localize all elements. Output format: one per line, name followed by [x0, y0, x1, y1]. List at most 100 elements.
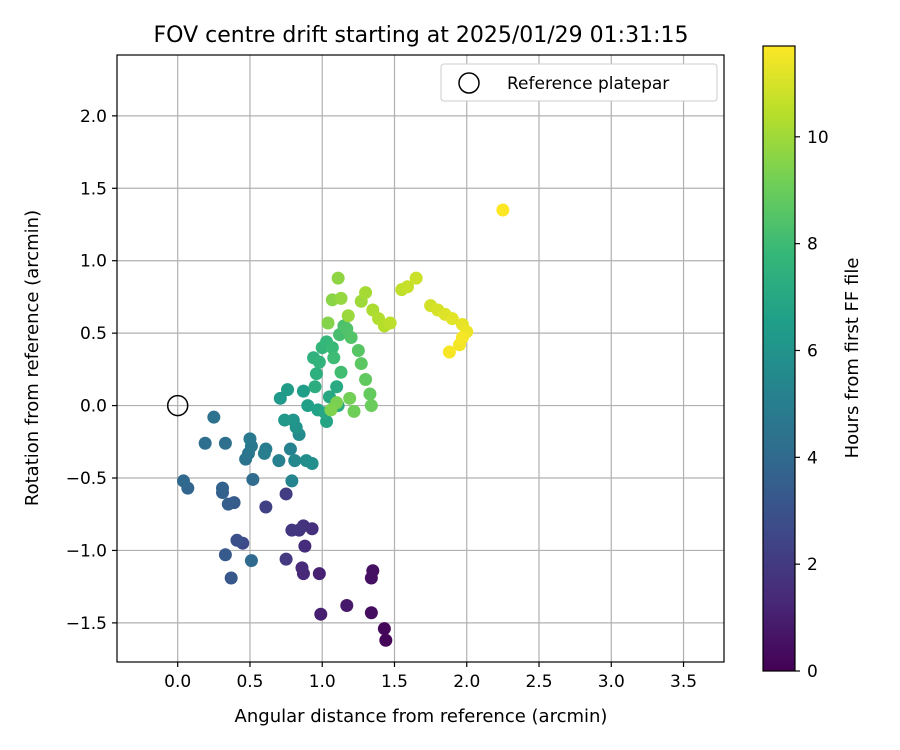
- y-tick-label: 0.5: [80, 324, 107, 344]
- colorbar-tick-label: 0: [807, 662, 818, 682]
- data-point: [257, 446, 271, 460]
- y-tick-label: −1.0: [66, 541, 107, 561]
- x-tick-label: 2.0: [453, 672, 480, 692]
- x-axis-ticks: 0.0 0.5 1.0 1.5 2.0 2.5 3.0 3.5: [164, 662, 697, 692]
- data-points: [176, 203, 510, 647]
- data-point: [198, 436, 212, 450]
- data-point: [364, 399, 378, 413]
- plot-area: [117, 55, 724, 662]
- data-point: [354, 357, 368, 371]
- data-point: [309, 367, 323, 381]
- colorbar-tick-label: 6: [807, 341, 818, 361]
- data-point: [324, 403, 338, 417]
- data-point: [243, 432, 257, 446]
- data-point: [273, 391, 287, 405]
- colorbar-fill: [762, 45, 796, 672]
- data-point: [363, 387, 377, 401]
- data-point: [340, 599, 354, 613]
- colorbar-ticks: 0 2 4 6 8 10: [795, 128, 829, 682]
- data-point: [279, 487, 293, 501]
- data-point: [400, 280, 414, 294]
- y-tick-label: 0.0: [80, 397, 107, 417]
- y-axis-ticks: −1.5 −1.0 −0.5 0.0 0.5 1.0 1.5 2.0: [66, 107, 117, 634]
- x-tick-label: 3.5: [670, 672, 697, 692]
- data-point: [325, 341, 339, 355]
- x-tick-label: 0.5: [236, 672, 263, 692]
- data-point: [445, 312, 459, 326]
- data-point: [218, 548, 232, 562]
- data-point: [176, 474, 190, 488]
- y-tick-label: 2.0: [80, 107, 107, 127]
- data-point: [331, 271, 345, 285]
- data-point: [359, 286, 373, 300]
- data-point: [308, 380, 322, 394]
- data-point: [285, 474, 299, 488]
- x-tick-label: 3.0: [598, 672, 625, 692]
- y-tick-label: −1.5: [66, 614, 107, 634]
- legend-marker-hollow-circle: [458, 72, 480, 94]
- data-point: [364, 571, 378, 585]
- data-point: [344, 330, 358, 344]
- data-point: [334, 291, 348, 305]
- legend-box: [440, 63, 718, 102]
- data-point: [296, 384, 310, 398]
- data-point: [216, 481, 230, 495]
- x-tick-label: 1.5: [381, 672, 408, 692]
- data-point: [207, 410, 221, 424]
- plot-frame: [116, 54, 725, 663]
- data-point: [279, 552, 293, 566]
- y-tick-label: 1.0: [80, 252, 107, 272]
- data-point: [330, 380, 344, 394]
- data-point: [377, 622, 391, 636]
- x-tick-label: 2.5: [525, 672, 552, 692]
- data-point: [351, 344, 365, 358]
- data-point: [409, 271, 423, 285]
- data-point: [224, 571, 238, 585]
- data-point: [221, 497, 235, 511]
- reference-point: [166, 394, 189, 417]
- y-tick-label: 1.5: [80, 179, 107, 199]
- data-point: [312, 567, 326, 581]
- legend-label: Reference platepar: [507, 74, 669, 94]
- data-point: [259, 500, 273, 514]
- data-point: [272, 454, 286, 468]
- colorbar-tick-label: 10: [807, 128, 829, 148]
- colorbar: 0 2 4 6 8 10 Hours from first FF file: [762, 45, 863, 682]
- grid-lines: [117, 55, 724, 662]
- legend: Reference platepar: [440, 63, 718, 102]
- data-point: [288, 454, 302, 468]
- colorbar-tick-label: 8: [807, 235, 818, 255]
- data-point: [321, 316, 335, 330]
- data-point: [379, 633, 393, 647]
- colorbar-tick-label: 2: [807, 555, 818, 575]
- data-point: [246, 472, 260, 486]
- chart-title: FOV centre drift starting at 2025/01/29 …: [154, 23, 689, 48]
- data-point: [281, 383, 295, 397]
- data-point: [298, 539, 312, 553]
- x-tick-label: 1.0: [309, 672, 336, 692]
- data-point: [496, 203, 510, 217]
- data-point: [244, 554, 258, 568]
- data-point: [359, 373, 373, 387]
- data-point: [218, 436, 232, 450]
- x-tick-label: 0.0: [164, 672, 191, 692]
- data-point: [305, 457, 319, 471]
- data-point: [301, 399, 315, 413]
- y-tick-label: −0.5: [66, 469, 107, 489]
- data-point: [364, 606, 378, 620]
- data-point: [343, 391, 357, 405]
- data-point: [347, 404, 361, 418]
- data-point: [455, 330, 469, 344]
- data-point: [285, 523, 299, 537]
- reference-platepar-marker: [166, 394, 189, 417]
- y-axis-label: Rotation from reference (arcmin): [22, 210, 43, 506]
- data-point: [314, 607, 328, 621]
- data-point: [295, 561, 309, 575]
- data-point: [278, 413, 292, 427]
- data-point: [383, 316, 397, 330]
- data-point: [312, 355, 326, 369]
- data-point: [334, 365, 348, 379]
- x-axis-label: Angular distance from reference (arcmin): [235, 706, 608, 727]
- data-point: [341, 309, 355, 323]
